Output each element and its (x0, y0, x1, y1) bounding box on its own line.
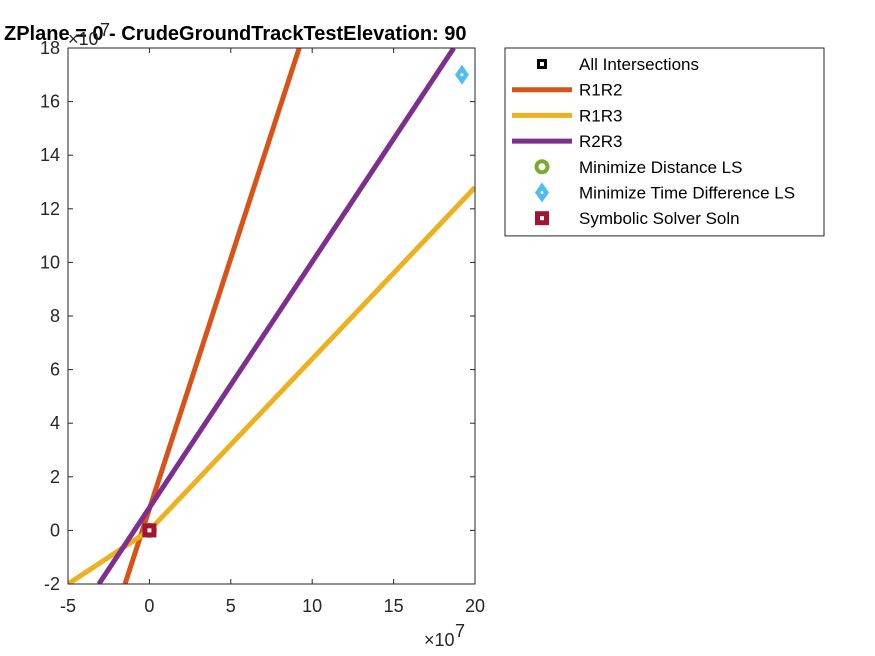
y-tick-label: 2 (50, 467, 60, 487)
svg-text:7: 7 (100, 20, 110, 40)
series-marker-symbolic-solver-soln (142, 523, 157, 538)
legend-label: R2R3 (579, 132, 622, 151)
y-tick-label: 4 (50, 413, 60, 433)
x-tick-label: 5 (226, 596, 236, 616)
x-exponent-label: ×10 7 (424, 621, 465, 650)
legend-entry: R1R2 (512, 81, 622, 100)
svg-text:×10: ×10 (424, 630, 455, 650)
legend-entry: All Intersections (537, 55, 699, 74)
legend-entry: R2R3 (512, 132, 622, 151)
axes: -5 0 5 10 15 20 -2 0 2 4 6 8 10 12 14 16 18 (40, 38, 485, 616)
plot-area (68, 48, 475, 584)
chart-title: ZPlane = 0 - CrudeGroundTrackTestElevati… (4, 23, 467, 45)
y-tick-label: 10 (40, 252, 60, 272)
y-tick-label: 12 (40, 199, 60, 219)
x-tick-label: 15 (384, 596, 404, 616)
legend-entry: R1R3 (512, 106, 622, 125)
legend: All Intersections R1R2 R1R3 R2R3 Minimize Di… (504, 47, 825, 237)
legend-swatch (535, 182, 549, 203)
y-tick-label: 14 (40, 145, 60, 165)
y-exponent-label: ×10 7 (68, 20, 110, 49)
legend-swatch (537, 59, 547, 69)
legend-swatch (534, 159, 550, 175)
legend-label: Symbolic Solver Soln (579, 209, 740, 228)
legend-swatch (535, 211, 549, 226)
y-tick-label: 6 (50, 360, 60, 380)
legend-entry: Symbolic Solver Soln (535, 209, 740, 228)
x-tick-label: 20 (465, 596, 485, 616)
legend-label: All Intersections (579, 55, 699, 74)
y-tick-label: 0 (50, 520, 60, 540)
x-tick-label: -5 (60, 596, 76, 616)
series-line-r1r3 (68, 185, 475, 584)
x-tick-label: 10 (302, 596, 322, 616)
legend-label: R1R2 (579, 81, 622, 100)
x-tick-label: 0 (144, 596, 154, 616)
svg-text:×10: ×10 (68, 29, 99, 49)
y-tick-label: 16 (40, 92, 60, 112)
series-line-r2r3 (96, 48, 456, 584)
legend-entry: Minimize Time Difference LS (535, 182, 795, 203)
y-tick-label: 8 (50, 306, 60, 326)
legend-label: R1R3 (579, 106, 622, 125)
series-line-r1r2 (122, 48, 302, 584)
y-tick-label: 18 (40, 38, 60, 58)
legend-label: Minimize Time Difference LS (579, 184, 795, 203)
y-tick-label: -2 (44, 574, 60, 594)
series-marker-minimize-time-difference-ls (454, 64, 469, 85)
legend-label: Minimize Distance LS (579, 158, 742, 177)
legend-entry: Minimize Distance LS (534, 158, 742, 177)
svg-text:7: 7 (455, 621, 465, 641)
